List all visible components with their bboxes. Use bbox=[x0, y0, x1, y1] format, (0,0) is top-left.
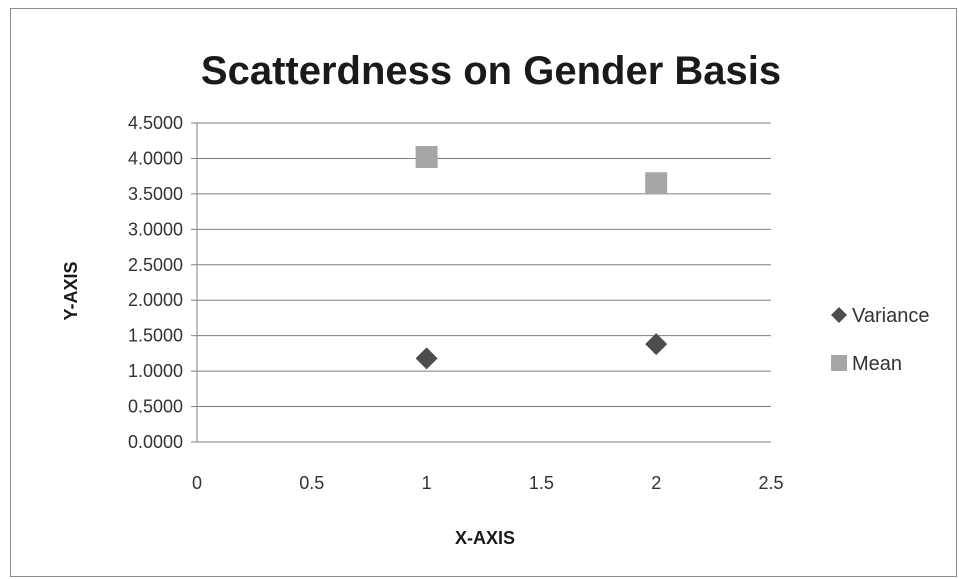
legend-variance-marker bbox=[831, 307, 847, 323]
x-tick-label: 1.5 bbox=[529, 473, 554, 493]
gridlines bbox=[191, 122, 771, 443]
variance-point bbox=[645, 333, 668, 356]
variance-point bbox=[415, 347, 438, 370]
y-tick-label: 4.5000 bbox=[128, 113, 183, 133]
x-tick-label: 2.5 bbox=[758, 473, 783, 493]
y-axis-ticks: 0.0000 0.5000 1.0000 1.5000 2.0000 2.5000 3.00… bbox=[128, 113, 183, 452]
x-tick-label: 2 bbox=[651, 473, 661, 493]
y-tick-label: 2.0000 bbox=[128, 290, 183, 310]
y-tick-label: 1.0000 bbox=[128, 361, 183, 381]
legend-label: Variance bbox=[852, 305, 929, 327]
y-tick-label: 0.5000 bbox=[128, 397, 183, 417]
y-tick-label: 4.0000 bbox=[128, 148, 183, 168]
y-tick-label: 0.0000 bbox=[128, 432, 183, 452]
mean-point bbox=[645, 172, 668, 195]
y-tick-label: 3.5000 bbox=[128, 184, 183, 204]
y-tick-label: 1.5000 bbox=[128, 326, 183, 346]
y-tick-label: 3.0000 bbox=[128, 219, 183, 239]
chart-title: Scatterdness on Gender Basis bbox=[201, 49, 781, 93]
mean-point bbox=[415, 146, 438, 169]
x-axis-ticks: 0 0.5 1 1.5 2 2.5 bbox=[192, 473, 784, 493]
x-tick-label: 1 bbox=[422, 473, 432, 493]
x-axis-label: X-AXIS bbox=[455, 528, 515, 548]
legend: Variance Mean bbox=[831, 305, 929, 375]
y-tick-label: 2.5000 bbox=[128, 255, 183, 275]
y-axis-label: Y-AXIS bbox=[61, 261, 81, 320]
data-points bbox=[415, 146, 668, 370]
scatter-chart: Scatterdness on Gender Basis 0.00000.500… bbox=[61, 49, 929, 548]
x-tick-label: 0 bbox=[192, 473, 202, 493]
legend-label: Mean bbox=[852, 353, 902, 375]
legend-mean-marker bbox=[831, 355, 847, 371]
chart-frame: Scatterdness on Gender Basis 0.0000 0.500… bbox=[10, 8, 957, 577]
x-tick-label: 0.5 bbox=[299, 473, 324, 493]
